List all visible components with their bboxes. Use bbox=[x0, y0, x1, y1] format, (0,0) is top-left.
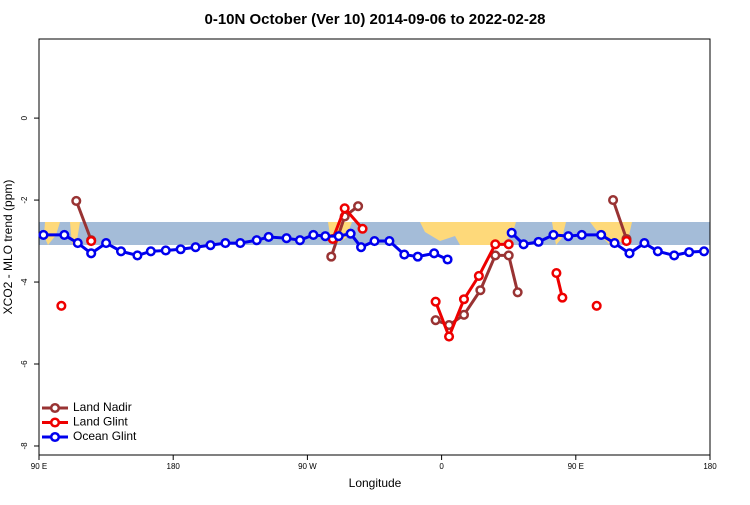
point bbox=[190, 242, 201, 253]
legend-label: Land Glint bbox=[73, 415, 128, 429]
point bbox=[548, 229, 559, 240]
point bbox=[160, 245, 171, 256]
point bbox=[563, 231, 574, 242]
x-tick-label: 180 bbox=[703, 462, 717, 471]
point bbox=[294, 235, 305, 246]
point bbox=[251, 235, 262, 246]
point bbox=[458, 309, 470, 320]
legend-marker bbox=[49, 431, 61, 443]
point bbox=[56, 300, 67, 311]
y-tick-label: -6 bbox=[20, 360, 29, 368]
point bbox=[490, 250, 501, 261]
y-tick-label: -4 bbox=[20, 278, 29, 286]
x-tick-label: 0 bbox=[439, 462, 444, 471]
point bbox=[429, 248, 440, 259]
x-tick-label: 90 W bbox=[298, 462, 317, 471]
point bbox=[72, 238, 83, 249]
point bbox=[669, 250, 680, 261]
point bbox=[326, 251, 337, 262]
point bbox=[430, 315, 441, 326]
y-tick-label: -8 bbox=[20, 442, 29, 450]
series-line bbox=[74, 199, 628, 327]
legend-label: Land Nadir bbox=[73, 400, 132, 414]
point bbox=[101, 238, 112, 249]
point bbox=[652, 246, 663, 257]
point bbox=[591, 300, 602, 311]
x-tick-label: 90 E bbox=[31, 462, 47, 471]
x-axis-label: Longitude bbox=[349, 476, 402, 490]
y-tick-label: 0 bbox=[20, 115, 29, 120]
point bbox=[624, 248, 635, 259]
point bbox=[145, 246, 156, 257]
legend-label: Ocean Glint bbox=[73, 429, 137, 443]
point bbox=[71, 195, 82, 206]
point bbox=[235, 238, 246, 249]
point bbox=[512, 287, 523, 298]
plot-frame bbox=[38, 38, 711, 456]
point bbox=[86, 236, 97, 247]
point bbox=[115, 246, 127, 257]
point bbox=[458, 294, 470, 305]
point bbox=[608, 195, 619, 206]
point bbox=[639, 238, 650, 249]
point bbox=[503, 239, 514, 250]
y-axis-label: XCO2 - MLO trend (ppm) bbox=[1, 180, 15, 315]
legend-marker bbox=[49, 417, 61, 428]
point bbox=[86, 248, 97, 259]
point bbox=[384, 236, 395, 247]
point bbox=[320, 231, 331, 242]
point bbox=[339, 203, 350, 214]
y-tick-label: -2 bbox=[20, 196, 29, 204]
point bbox=[557, 292, 568, 303]
point bbox=[430, 296, 441, 307]
point bbox=[353, 201, 364, 212]
point bbox=[533, 236, 544, 247]
point bbox=[596, 229, 607, 240]
point bbox=[38, 229, 49, 240]
point bbox=[551, 267, 562, 279]
point bbox=[576, 229, 587, 240]
point bbox=[132, 250, 143, 261]
point bbox=[518, 239, 529, 250]
point bbox=[503, 250, 514, 261]
point bbox=[490, 239, 501, 250]
point bbox=[506, 227, 517, 238]
point bbox=[205, 240, 216, 251]
point bbox=[220, 238, 231, 249]
point bbox=[356, 242, 367, 253]
point bbox=[175, 244, 186, 255]
point bbox=[684, 247, 695, 258]
point bbox=[609, 238, 620, 249]
chart-title: 0-10N October (Ver 10) 2014-09-06 to 202… bbox=[204, 11, 545, 28]
point bbox=[442, 254, 453, 265]
point bbox=[333, 231, 344, 242]
x-tick-label: 180 bbox=[167, 462, 181, 471]
point bbox=[345, 228, 356, 239]
legend-marker bbox=[49, 402, 61, 414]
point bbox=[357, 223, 368, 234]
point bbox=[412, 251, 423, 262]
point bbox=[475, 285, 486, 296]
x-tick-label: 90 E bbox=[568, 462, 584, 471]
point bbox=[473, 270, 484, 281]
point bbox=[399, 249, 410, 260]
land-patch bbox=[420, 222, 516, 245]
point bbox=[698, 246, 710, 257]
point bbox=[281, 233, 292, 244]
point bbox=[444, 331, 455, 342]
point bbox=[59, 229, 70, 240]
point bbox=[263, 231, 274, 243]
point bbox=[369, 236, 380, 247]
point bbox=[621, 236, 632, 247]
point bbox=[308, 229, 319, 240]
